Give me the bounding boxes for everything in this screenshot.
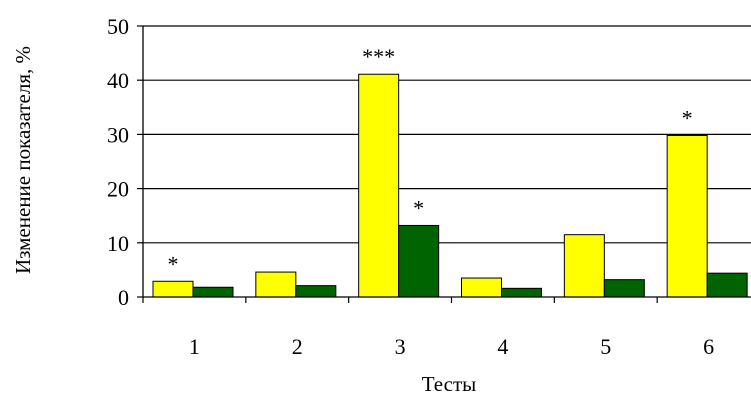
bar-5-series-2 [603,279,645,298]
y-tick-labels: 0 10 20 30 40 50 [107,14,129,310]
x-tick-label: 4 [497,334,508,359]
axes [137,25,751,303]
y-tick-label: 10 [107,231,129,256]
significance-marker: *** [362,44,395,69]
bar-2-series-1 [255,271,297,298]
gridlines [143,25,751,244]
x-axis-title: Тесты [422,372,476,396]
y-axis-title: Изменение показателя, % [11,46,35,274]
bar-3-series-2 [398,224,440,298]
y-tick-label: 30 [107,122,129,147]
y-tick-label: 0 [118,285,129,310]
x-tick-label: 1 [189,334,200,359]
bar-1-series-1 [152,280,194,298]
significance-marker: * [168,251,179,276]
x-tick-label: 5 [600,334,611,359]
bars [152,73,748,298]
bar-5-series-1 [563,234,605,298]
y-tick-label: 20 [107,177,129,202]
bar-6-series-2 [706,272,748,298]
significance-marker: * [413,195,424,220]
significance-marker: * [682,105,693,130]
bar-6-series-1 [666,134,708,298]
y-tick-label: 40 [107,68,129,93]
bar-2-series-2 [295,285,337,298]
x-tick-label: 6 [703,334,714,359]
bar-3-series-1 [358,73,400,298]
annotations: ****** [168,44,693,276]
x-tick-labels: 1 2 3 4 5 6 [189,334,714,359]
x-tick-label: 3 [395,334,406,359]
y-tick-label: 50 [107,14,129,39]
bar-4-series-1 [461,277,502,298]
bar-1-series-2 [192,286,234,298]
bar-4-series-2 [501,287,542,298]
x-tick-label: 2 [292,334,303,359]
